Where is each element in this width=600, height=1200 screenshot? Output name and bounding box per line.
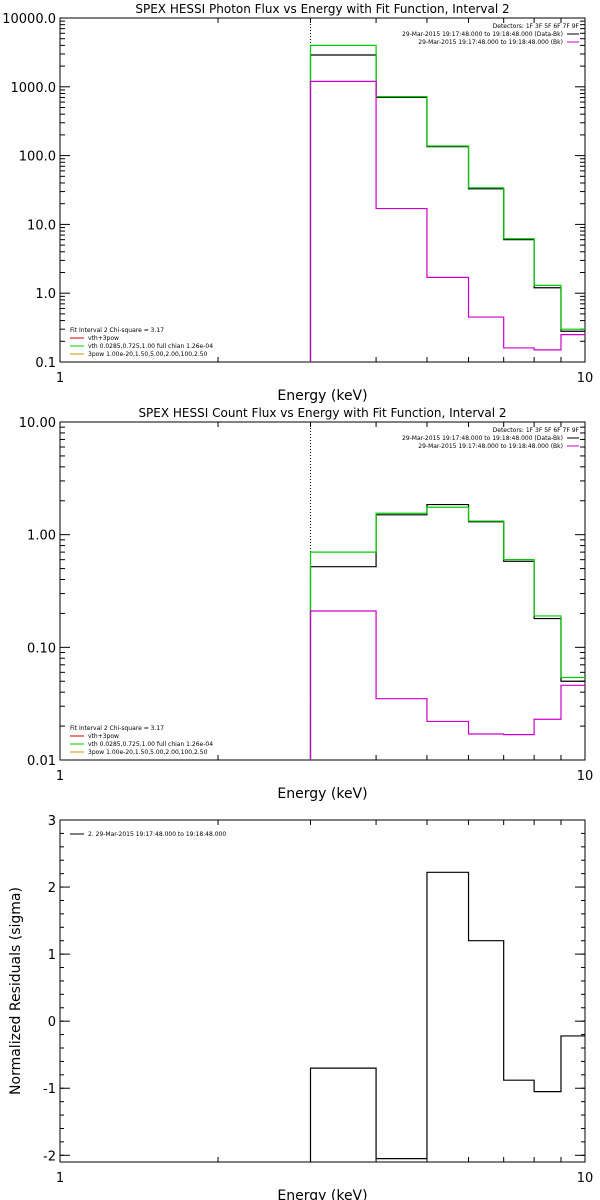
y-tick-label: 1 [48,948,56,963]
x-axis-label: Energy (keV) [277,388,367,404]
legend-entry: vth 0.0285,0.725,1.00 full chian 1.26e-0… [88,741,213,748]
legend-entry: 29-Mar-2015 19:17:48.000 to 19:18:48.000… [418,39,563,46]
x-tick-label: 1 [56,1171,64,1186]
y-tick-label: 1000.0 [11,81,57,96]
legend-entry: Fit Interval 2 Chi-square = 3.17 [70,327,164,334]
legend-entry: 3pow 1.00e-20,1.50,5.00,2.00,100,2.50 [88,749,208,756]
x-tick-label: 10 [577,769,594,784]
y-tick-label: 10.0 [27,218,56,233]
detectors-label: Detectors: 1F 3F 5F 6F 7F 9F [493,23,580,30]
y-tick-label: 100.0 [19,150,56,165]
x-tick-label: 1 [56,769,64,784]
x-axis-label: Energy (keV) [277,1188,367,1200]
y-tick-label: -1 [43,1082,56,1097]
x-tick-label: 10 [577,371,594,386]
y-tick-label: 10.00 [19,416,56,431]
chart-title: SPEX HESSI Photon Flux vs Energy with Fi… [135,2,509,16]
legend-entry: 2. 29-Mar-2015 19:17:48.000 to 19:18:48.… [88,831,226,838]
legend-entry: 3pow 1.00e-20,1.50,5.00,2.00,100,2.50 [88,351,208,358]
legend-entry: 29-Mar-2015 19:17:48.000 to 19:18:48.000… [418,443,563,450]
series-0-step [309,54,585,362]
y-tick-label: 0.10 [27,641,56,656]
legend-entry: Fit Interval 2 Chi-square = 3.17 [70,725,164,732]
legend-entry: 29-Mar-2015 19:17:48.000 to 19:18:48.000… [402,31,563,38]
y-tick-label: -2 [43,1149,56,1164]
y-tick-label: 3 [48,814,56,829]
y-tick-label: 2 [48,881,56,896]
y-tick-label: 0.1 [35,356,56,371]
legend-entry: vth 0.0285,0.725,1.00 full chian 1.26e-0… [88,343,213,350]
plot-frame [59,819,586,1163]
plot-frame [59,421,586,761]
y-tick-label: 1.0 [35,287,56,302]
series-1-step [309,44,585,362]
legend-entry: vth+3pow [88,733,119,740]
y-axis-label: Normalized Residuals (sigma) [8,887,24,1095]
x-tick-label: 10 [577,1171,594,1186]
y-tick-label: 1.00 [27,529,56,544]
x-tick-label: 1 [56,371,64,386]
y-tick-label: 10000.0 [2,12,56,27]
plot-frame [59,17,586,363]
series-0-step [309,871,585,1162]
series-2-step [309,80,585,362]
legend-entry: vth+3pow [88,335,119,342]
y-tick-label: 0.01 [27,754,56,769]
legend-entry: 29-Mar-2015 19:17:48.000 to 19:18:48.000… [402,435,563,442]
x-axis-label: Energy (keV) [277,786,367,802]
detectors-label: Detectors: 1F 3F 5F 6F 7F 9F [493,427,580,434]
chart-title: SPEX HESSI Count Flux vs Energy with Fit… [138,406,506,420]
series-2-step [309,610,585,760]
y-tick-label: 0 [48,1015,56,1030]
series-1-step [309,506,585,760]
